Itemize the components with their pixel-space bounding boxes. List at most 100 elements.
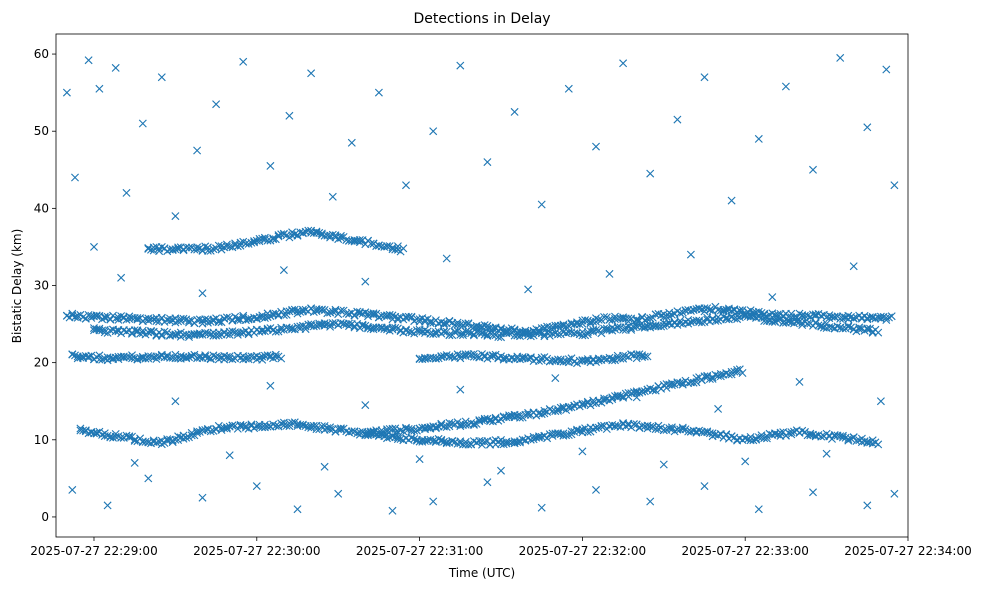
data-point bbox=[171, 397, 180, 406]
data-point bbox=[152, 438, 161, 447]
data-point bbox=[480, 321, 489, 330]
data-point bbox=[711, 316, 720, 325]
data-point bbox=[727, 196, 736, 205]
data-point bbox=[239, 57, 248, 66]
data-point bbox=[157, 331, 166, 340]
data-point bbox=[581, 316, 590, 325]
data-point bbox=[456, 61, 465, 70]
data-point bbox=[388, 424, 397, 433]
data-point bbox=[198, 493, 207, 502]
data-point bbox=[147, 328, 155, 336]
data-point bbox=[692, 374, 701, 383]
data-point bbox=[326, 425, 335, 434]
data-point bbox=[111, 63, 120, 72]
data-point bbox=[366, 239, 375, 248]
data-point bbox=[68, 350, 77, 359]
data-point bbox=[535, 433, 543, 442]
data-point bbox=[421, 316, 429, 324]
data-point bbox=[350, 311, 359, 320]
data-point bbox=[263, 422, 272, 431]
data-point bbox=[448, 352, 457, 361]
data-point bbox=[347, 138, 356, 147]
data-point bbox=[646, 497, 655, 506]
data-point bbox=[863, 324, 872, 333]
data-point bbox=[836, 53, 845, 62]
data-point bbox=[882, 65, 891, 74]
data-point bbox=[147, 315, 155, 324]
data-point bbox=[293, 505, 302, 514]
data-point bbox=[355, 428, 364, 437]
data-point bbox=[646, 422, 655, 431]
data-point bbox=[269, 235, 278, 244]
data-point bbox=[535, 328, 543, 337]
data-point bbox=[876, 397, 885, 406]
data-point bbox=[328, 319, 337, 328]
data-point bbox=[95, 84, 104, 93]
data-point bbox=[157, 314, 166, 323]
y-tick-label: 40 bbox=[34, 201, 49, 215]
data-point bbox=[90, 429, 98, 438]
data-point bbox=[100, 312, 109, 321]
data-point bbox=[174, 243, 183, 252]
data-point bbox=[92, 312, 101, 321]
data-point bbox=[138, 119, 147, 128]
data-point bbox=[592, 358, 600, 366]
data-point bbox=[817, 432, 826, 441]
data-point bbox=[733, 312, 742, 321]
data-point bbox=[738, 310, 747, 319]
data-point bbox=[692, 378, 701, 387]
data-point bbox=[619, 59, 628, 68]
data-point bbox=[391, 424, 400, 433]
data-point bbox=[540, 406, 549, 415]
data-point bbox=[407, 433, 416, 442]
data-point bbox=[537, 200, 546, 209]
data-point bbox=[79, 426, 88, 435]
data-point bbox=[366, 428, 375, 437]
data-point bbox=[317, 422, 326, 431]
data-point bbox=[564, 84, 573, 93]
data-point bbox=[277, 354, 286, 363]
y-tick-label: 10 bbox=[34, 433, 49, 447]
data-point bbox=[236, 241, 245, 250]
data-point bbox=[92, 428, 101, 437]
data-point bbox=[874, 328, 883, 337]
data-point bbox=[863, 325, 872, 334]
data-point bbox=[526, 353, 535, 362]
data-point bbox=[700, 482, 709, 491]
plot-marks bbox=[62, 53, 899, 515]
x-axis: 2025-07-27 22:29:00 2025-07-27 22:30:00 20… bbox=[30, 537, 972, 558]
data-point bbox=[171, 330, 180, 339]
data-point bbox=[212, 100, 221, 109]
data-point bbox=[228, 355, 237, 364]
data-point bbox=[450, 328, 459, 337]
data-point bbox=[266, 161, 275, 170]
data-point bbox=[396, 426, 405, 435]
data-point bbox=[651, 386, 660, 395]
data-point bbox=[524, 285, 533, 294]
data-point bbox=[288, 418, 297, 427]
data-point bbox=[429, 436, 438, 445]
data-point bbox=[68, 485, 77, 494]
data-point bbox=[863, 501, 872, 510]
data-point bbox=[399, 244, 408, 253]
data-point bbox=[241, 423, 250, 432]
data-point bbox=[456, 422, 465, 431]
data-point bbox=[130, 458, 139, 467]
data-point bbox=[809, 488, 817, 497]
data-point bbox=[393, 242, 402, 251]
data-point bbox=[817, 311, 826, 320]
data-point bbox=[486, 352, 495, 361]
data-point bbox=[594, 315, 603, 324]
data-point bbox=[247, 420, 256, 429]
data-point bbox=[564, 431, 573, 439]
data-point bbox=[554, 330, 562, 339]
y-tick-label: 60 bbox=[34, 47, 49, 61]
data-point bbox=[480, 330, 489, 339]
data-point bbox=[271, 421, 280, 430]
data-point bbox=[738, 369, 747, 377]
data-point bbox=[90, 242, 98, 251]
x-tick-label: 2025-07-27 22:33:00 bbox=[681, 544, 808, 558]
data-point bbox=[225, 451, 234, 460]
data-point bbox=[700, 304, 709, 313]
